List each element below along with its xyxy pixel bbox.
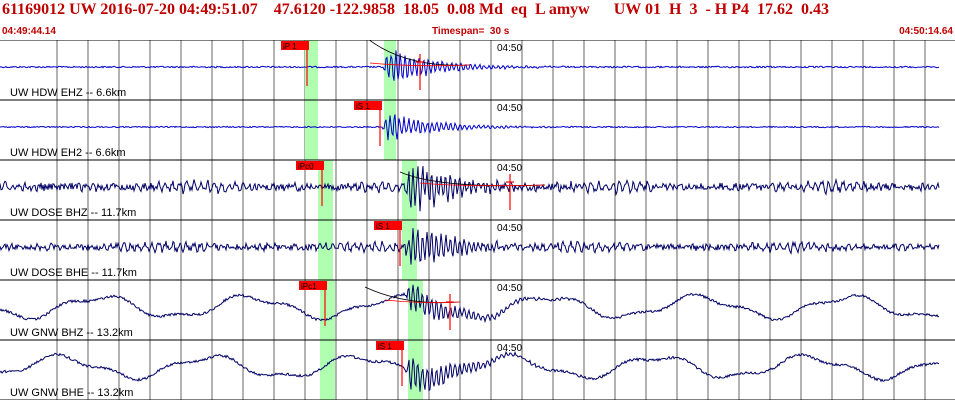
pick-window-6-1 (320, 340, 335, 400)
event-id: 61169012 (2, 1, 66, 18)
phase-pick-2[interactable]: iS 1 (354, 101, 382, 146)
phase-pick-1[interactable]: iP 1 (281, 41, 309, 86)
pick-label: iPc1 (301, 282, 317, 291)
channel-time-label: 04:50 (497, 163, 522, 174)
event-depth: 18.05 (403, 1, 440, 18)
event-mag-type: Md (479, 1, 504, 18)
quality-c: 3 (689, 1, 698, 18)
end-time: 04:50:14.64 (899, 26, 953, 37)
waveform-trace-5 (0, 284, 940, 324)
waveform-trace-6 (0, 350, 940, 392)
event-location-flag: L (535, 1, 545, 18)
channel-time-label: 04:50 (497, 283, 522, 294)
event-magnitude: 0.08 (447, 1, 476, 18)
event-network: UW (69, 1, 97, 18)
pick-window-2-2 (384, 100, 396, 160)
event-lon: -122.9858 (329, 1, 396, 18)
pick-label: iS 1 (356, 102, 370, 111)
waveform-trace-3 (0, 166, 940, 212)
quality-f: P4 (731, 1, 749, 18)
waveform-trace-4 (0, 228, 940, 265)
quality-d: - (705, 1, 711, 18)
event-datetime: 2016-07-20 04:49:51.07 (100, 1, 258, 18)
channel-label: UW GNW BHE -- 13.2km (10, 387, 133, 399)
quality-e: H (714, 1, 728, 18)
pick-tag[interactable] (354, 101, 382, 110)
pick-tag[interactable] (299, 281, 327, 290)
channel-time-label: 04:50 (497, 223, 522, 234)
event-type: eq (511, 1, 528, 18)
pick-label: iPc0 (298, 162, 314, 171)
event-lat: 47.6120 (273, 1, 326, 18)
channel-label: UW DOSE BHE -- 11.7km (10, 267, 137, 279)
event-summary-line: 61169012 UW 2016-07-20 04:49:51.07 47.61… (2, 1, 829, 19)
pick-label: iS 1 (378, 342, 392, 351)
pick-window-5-1 (320, 280, 335, 340)
pick-label: iS 1 (376, 222, 390, 231)
quality-h: 0.43 (801, 1, 829, 18)
seismogram-panel[interactable]: iP 1 04:50 UW HDW EHZ -- 6.6km iS 1 04:50 UW … (0, 40, 955, 400)
pick-window-4-1 (318, 220, 333, 280)
event-header: 61169012 UW 2016-07-20 04:49:51.07 47.61… (0, 0, 955, 40)
phase-pick-3[interactable]: iPc0 (296, 161, 324, 206)
pick-window-6-2 (408, 340, 423, 400)
start-time: 04:49:44.14 (2, 26, 56, 37)
pick-tag[interactable] (296, 161, 324, 170)
channel-label: UW DOSE BHZ -- 11.7km (10, 207, 136, 219)
fit-curve-3 (419, 182, 546, 187)
pick-tag[interactable] (281, 41, 309, 50)
pick-tag[interactable] (376, 341, 404, 350)
phase-pick-6[interactable]: iS 1 (376, 341, 404, 386)
pick-tag[interactable] (374, 221, 402, 230)
channel-time-label: 04:50 (497, 43, 522, 54)
pick-label: iP 1 (283, 42, 297, 51)
quality-b: H (668, 1, 682, 18)
waveform-trace-1 (0, 50, 940, 81)
channel-time-label: 04:50 (497, 343, 522, 354)
pick-window-2-1 (305, 100, 318, 160)
quality-g: 17.62 (757, 1, 793, 18)
phase-pick-4[interactable]: iS 1 (374, 221, 402, 266)
channel-label: UW GNW BHZ -- 13.2km (10, 327, 133, 339)
phase-pick-5[interactable]: iPc1 (299, 281, 327, 326)
channel-label: UW HDW EH2 -- 6.6km (10, 147, 126, 159)
channel-time-label: 04:50 (497, 103, 522, 114)
waveform-trace-2 (0, 114, 940, 141)
timespan-label: Timespan= 30 s (432, 26, 510, 37)
event-author: amyw (548, 1, 590, 18)
quality-net: UW (613, 1, 641, 18)
channel-label: UW HDW EHZ -- 6.6km (10, 87, 126, 99)
quality-a: 01 (644, 1, 661, 18)
fit-curve-1 (369, 62, 471, 67)
pick-window-1-1 (305, 40, 318, 100)
